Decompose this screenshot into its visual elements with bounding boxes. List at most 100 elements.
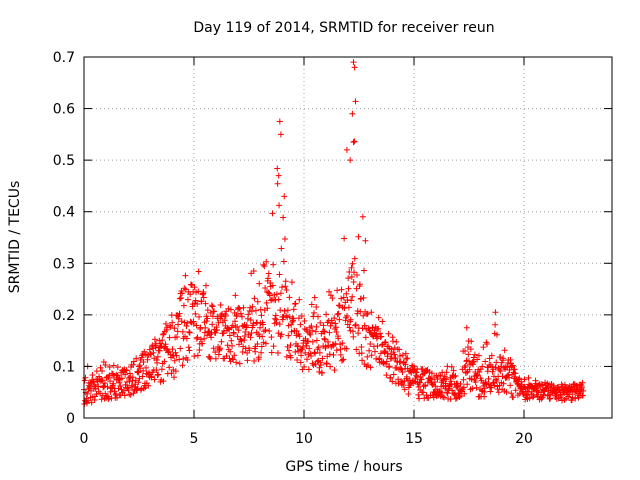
data-point [207, 355, 214, 362]
data-point [286, 347, 293, 354]
data-point [247, 334, 254, 341]
data-point [217, 302, 224, 309]
data-point [140, 385, 147, 392]
data-point [232, 292, 239, 299]
data-point [427, 375, 434, 382]
data-point [558, 397, 565, 404]
data-point [184, 296, 191, 303]
data-point [203, 318, 210, 325]
data-point [187, 291, 194, 298]
data-point [233, 359, 240, 366]
data-point [209, 321, 216, 328]
data-point [143, 364, 150, 371]
data-point [352, 322, 359, 329]
data-point [320, 328, 327, 335]
data-point [465, 351, 472, 358]
data-point [422, 382, 429, 389]
data-point [265, 289, 272, 296]
data-point [308, 301, 315, 308]
data-point [135, 368, 142, 375]
data-point [301, 317, 308, 324]
data-point [497, 363, 504, 370]
data-point [311, 294, 318, 301]
data-point [193, 335, 200, 342]
data-point [392, 354, 399, 361]
data-point [452, 395, 459, 402]
data-point [100, 358, 107, 365]
data-point [274, 165, 281, 172]
data-point [476, 369, 483, 376]
data-point [241, 337, 248, 344]
data-point [351, 269, 358, 276]
data-point [249, 303, 256, 310]
data-point [441, 373, 448, 380]
data-point [236, 305, 243, 312]
y-tick-label: 0.5 [53, 153, 75, 169]
data-point [579, 379, 586, 386]
data-point [195, 288, 202, 295]
data-point [461, 364, 468, 371]
data-point [345, 285, 352, 292]
data-point [334, 287, 341, 294]
data-point [367, 341, 374, 348]
data-point [333, 347, 340, 354]
data-point [347, 316, 354, 323]
data-point [287, 342, 294, 349]
data-point [399, 352, 406, 359]
data-point [405, 390, 412, 397]
data-point [166, 364, 173, 371]
data-point [426, 369, 433, 376]
data-point [218, 338, 225, 345]
data-point [252, 348, 259, 355]
data-point [273, 291, 280, 298]
data-point [503, 389, 510, 396]
data-point [402, 361, 409, 368]
data-point [244, 357, 251, 364]
data-point [180, 355, 187, 362]
data-point [354, 308, 361, 315]
data-point [327, 322, 334, 329]
data-point [343, 345, 350, 352]
data-point [143, 380, 150, 387]
data-point [200, 289, 207, 296]
data-point [419, 366, 426, 373]
data-point [242, 329, 249, 336]
data-point [358, 344, 365, 351]
data-point [363, 363, 370, 370]
data-point [479, 363, 486, 370]
data-point [157, 344, 164, 351]
data-point [276, 321, 283, 328]
data-point [114, 394, 121, 401]
data-point [133, 355, 140, 362]
data-point [316, 349, 323, 356]
data-point [106, 364, 113, 371]
data-point [186, 329, 193, 336]
data-point [313, 323, 320, 330]
data-point [181, 319, 188, 326]
data-point [362, 237, 369, 244]
data-point [468, 376, 475, 383]
data-point [123, 367, 130, 374]
data-point [283, 353, 290, 360]
data-point [157, 340, 164, 347]
data-point [327, 363, 334, 370]
data-point [102, 390, 109, 397]
data-point [350, 59, 357, 66]
data-point [329, 295, 336, 302]
data-point [117, 383, 124, 390]
data-point [534, 388, 541, 395]
data-point [438, 389, 445, 396]
data-point [262, 326, 269, 333]
data-point [158, 366, 165, 373]
data-point [331, 367, 338, 374]
y-tick-label: 0.1 [53, 359, 75, 375]
data-point [326, 329, 333, 336]
data-point [260, 261, 267, 268]
data-point [296, 333, 303, 340]
data-point [389, 338, 396, 345]
data-point [192, 310, 199, 317]
data-point [561, 396, 568, 403]
data-point [218, 312, 225, 319]
data-point [266, 292, 273, 299]
data-point [347, 157, 354, 164]
